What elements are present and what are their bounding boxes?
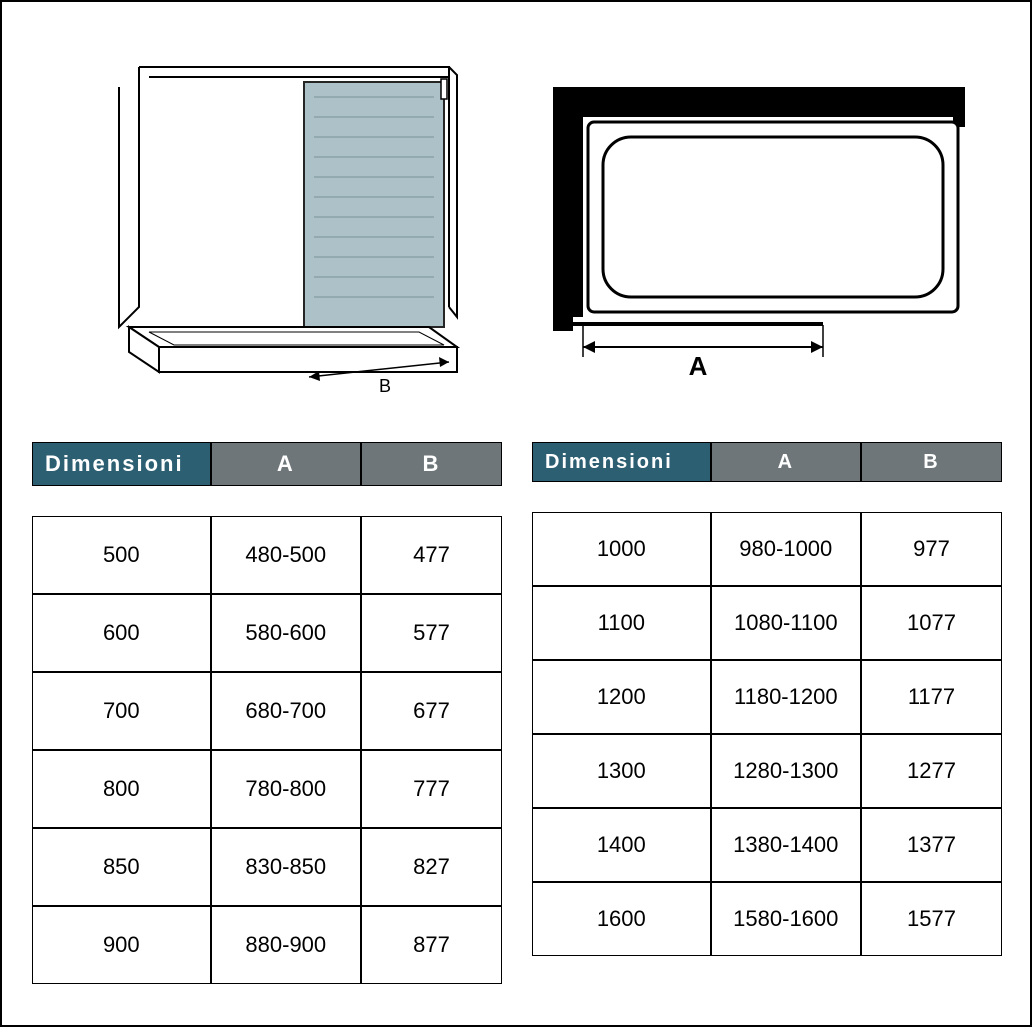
t2-r2-c0: 1200 <box>532 660 711 734</box>
t2-r1-c1: 1080-1100 <box>711 586 861 660</box>
t1-head-a: A <box>211 442 361 486</box>
t1-r0-c2: 477 <box>361 516 502 594</box>
table-row: 1600 1580-1600 1577 <box>532 882 1002 956</box>
t2-r3-c0: 1300 <box>532 734 711 808</box>
t1-head-dim: Dimensioni <box>32 442 211 486</box>
t2-head-a: A <box>711 442 861 482</box>
t2-r3-c2: 1277 <box>861 734 1002 808</box>
t2-r3-c1: 1280-1300 <box>711 734 861 808</box>
t2-r0-c1: 980-1000 <box>711 512 861 586</box>
diagrams-row: B A <box>2 2 1030 432</box>
tables-row: Dimensioni A B 500 480-500 477 600 580-6… <box>2 432 1030 984</box>
t2-r2-c2: 1177 <box>861 660 1002 734</box>
t1-r2-c0: 700 <box>32 672 211 750</box>
t2-r0-c2: 977 <box>861 512 1002 586</box>
table-row: 1300 1280-1300 1277 <box>532 734 1002 808</box>
t2-head-dim: Dimensioni <box>532 442 711 482</box>
t1-r3-c1: 780-800 <box>211 750 361 828</box>
t1-r5-c2: 877 <box>361 906 502 984</box>
table-row: 1400 1380-1400 1377 <box>532 808 1002 882</box>
table-row: 600 580-600 577 <box>32 594 502 672</box>
t2-r0-c0: 1000 <box>532 512 711 586</box>
iso-b-label: B <box>379 376 391 396</box>
t2-r4-c2: 1377 <box>861 808 1002 882</box>
t1-r2-c2: 677 <box>361 672 502 750</box>
t1-r4-c1: 830-850 <box>211 828 361 906</box>
table-row: 800 780-800 777 <box>32 750 502 828</box>
t1-r4-c2: 827 <box>361 828 502 906</box>
t2-r1-c0: 1100 <box>532 586 711 660</box>
table-row: 850 830-850 827 <box>32 828 502 906</box>
table-row: 1100 1080-1100 1077 <box>532 586 1002 660</box>
table-row: 900 880-900 877 <box>32 906 502 984</box>
dimensions-table-2: Dimensioni A B 1000 980-1000 977 1100 10… <box>532 442 1002 956</box>
top-a-label: A <box>689 351 708 381</box>
t2-r1-c2: 1077 <box>861 586 1002 660</box>
table2-wrap: Dimensioni A B 1000 980-1000 977 1100 10… <box>532 442 1002 984</box>
t2-r4-c1: 1380-1400 <box>711 808 861 882</box>
t1-r1-c0: 600 <box>32 594 211 672</box>
top-diagram-svg: A <box>523 67 983 387</box>
t1-r1-c2: 577 <box>361 594 502 672</box>
iso-diagram: B <box>49 27 469 427</box>
table-row: 700 680-700 677 <box>32 672 502 750</box>
top-diagram: A <box>523 67 983 387</box>
iso-diagram-svg: B <box>49 27 469 427</box>
t1-r4-c0: 850 <box>32 828 211 906</box>
table-row: 500 480-500 477 <box>32 516 502 594</box>
t1-r5-c1: 880-900 <box>211 906 361 984</box>
t1-r3-c0: 800 <box>32 750 211 828</box>
dimensions-table-1: Dimensioni A B 500 480-500 477 600 580-6… <box>32 442 502 984</box>
table-row: 1200 1180-1200 1177 <box>532 660 1002 734</box>
t1-r2-c1: 680-700 <box>211 672 361 750</box>
t1-r0-c1: 480-500 <box>211 516 361 594</box>
t2-r2-c1: 1180-1200 <box>711 660 861 734</box>
t2-r5-c0: 1600 <box>532 882 711 956</box>
t2-r4-c0: 1400 <box>532 808 711 882</box>
t1-r5-c0: 900 <box>32 906 211 984</box>
t1-r0-c0: 500 <box>32 516 211 594</box>
table1-wrap: Dimensioni A B 500 480-500 477 600 580-6… <box>32 442 502 984</box>
table-row: 1000 980-1000 977 <box>532 512 1002 586</box>
t1-r1-c1: 580-600 <box>211 594 361 672</box>
page-frame: B A <box>0 0 1032 1027</box>
t2-r5-c1: 1580-1600 <box>711 882 861 956</box>
t2-head-b: B <box>861 442 1002 482</box>
t1-head-b: B <box>361 442 502 486</box>
t1-r3-c2: 777 <box>361 750 502 828</box>
t2-r5-c2: 1577 <box>861 882 1002 956</box>
